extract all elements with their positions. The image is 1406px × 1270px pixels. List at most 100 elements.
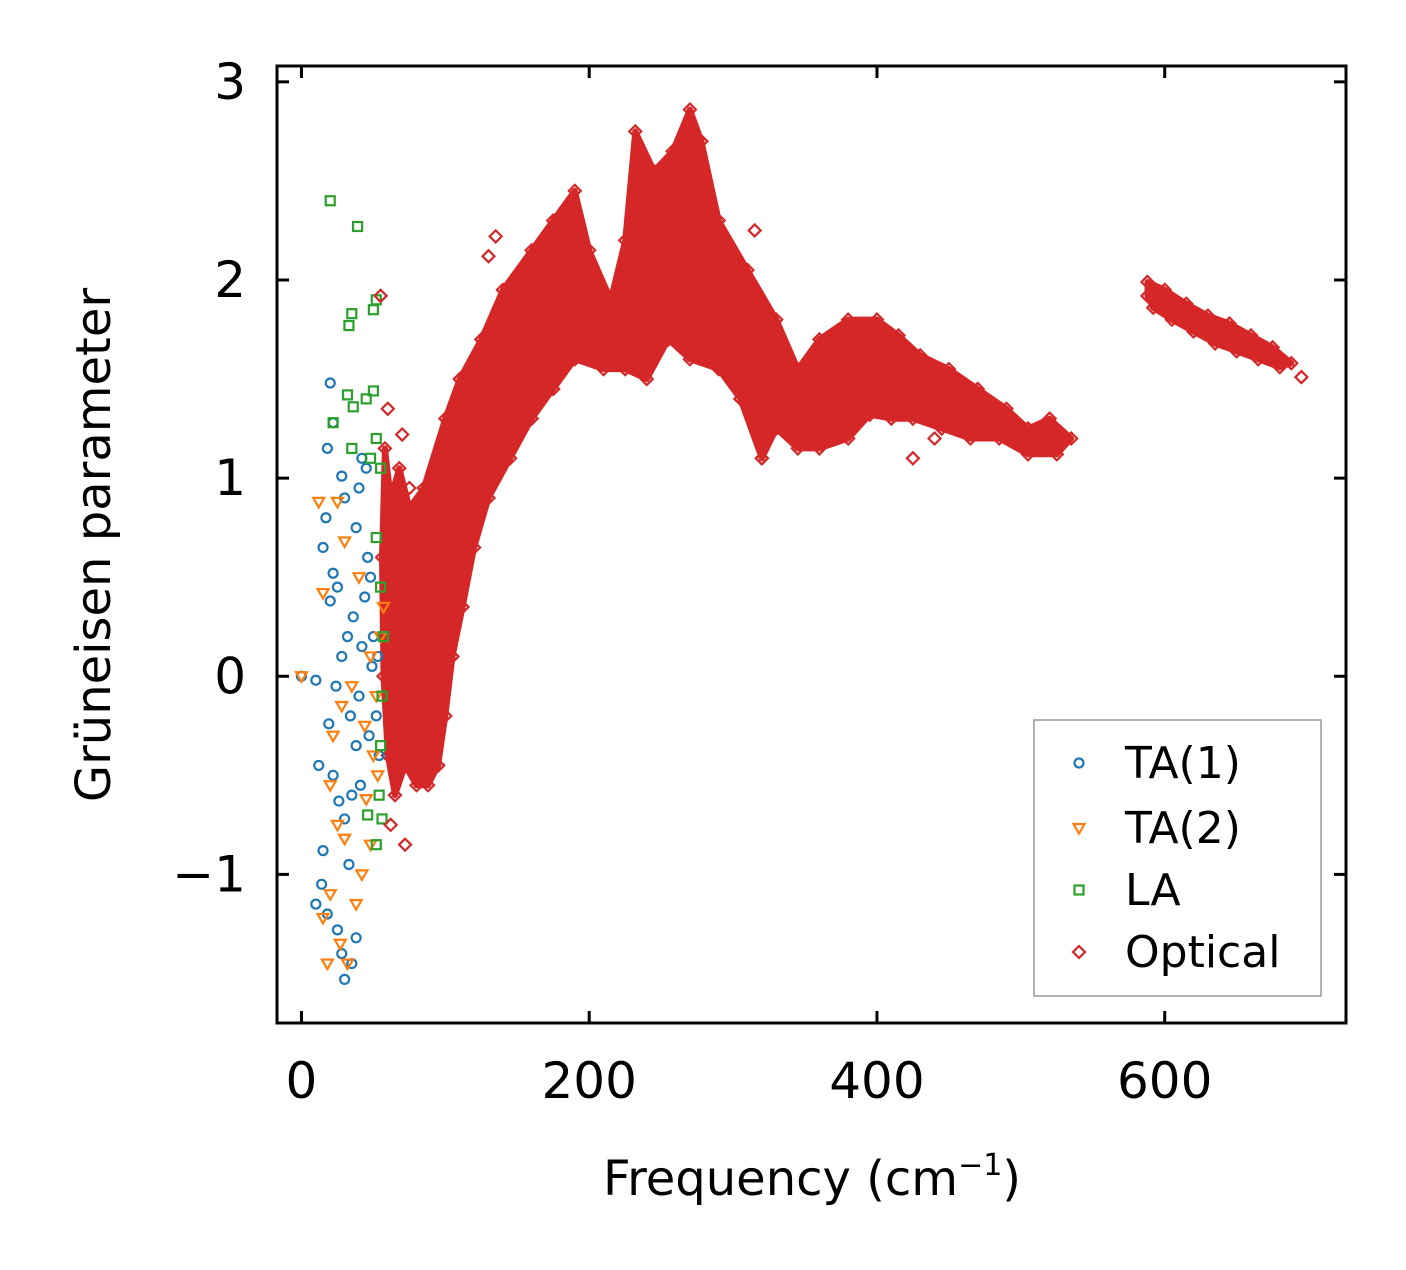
optical-point <box>905 450 921 466</box>
optical-edge-point <box>883 411 899 427</box>
legend-marker-ta2 <box>1071 822 1087 836</box>
la-point <box>327 417 339 429</box>
optical-edge-point <box>811 331 827 347</box>
ta1-point <box>327 769 339 781</box>
ta1-point <box>327 417 339 429</box>
optical-edge-point <box>1272 359 1288 375</box>
optical-point <box>1293 369 1309 385</box>
ta2-point <box>363 651 378 665</box>
ta2-point <box>358 794 374 807</box>
optical-edge-point <box>1020 421 1036 437</box>
x-tick-label: 400 <box>829 1052 924 1110</box>
ta1-point <box>350 932 362 944</box>
optical-edge-point <box>1164 312 1180 328</box>
optical-edge-point <box>1049 446 1065 462</box>
optical-edge-point <box>524 411 540 427</box>
la-point <box>367 304 379 316</box>
ta2-point <box>315 587 331 601</box>
ta2-point <box>348 899 364 912</box>
y-axis-label: Grüneisen parameter <box>66 288 122 803</box>
optical-edge-point <box>524 242 540 258</box>
x-tick-label: 600 <box>1117 1052 1212 1110</box>
y-tick-label: 3 <box>214 53 246 111</box>
optical-edge-point <box>790 361 806 377</box>
optical-edge-point <box>1283 355 1299 371</box>
optical-edge-point <box>617 361 633 377</box>
optical-edge-point <box>391 460 407 476</box>
y-tick-label: 2 <box>214 251 246 309</box>
ta1-point <box>354 779 367 791</box>
ta1-point <box>339 813 351 825</box>
optical-edge-point <box>934 421 950 437</box>
ta1-point <box>313 759 325 772</box>
y-tick-label: −1 <box>172 845 246 903</box>
x-axis-label: Frequency (cm−1) <box>603 1148 1021 1207</box>
ta1-point <box>324 595 336 607</box>
optical-edge-point <box>1207 335 1223 351</box>
optical-edge-point <box>1157 282 1173 298</box>
optical-edge-point <box>912 347 928 363</box>
tick-labels: 0 200 400 600 −1 0 1 2 3 <box>172 53 1212 1110</box>
la-point <box>370 531 382 544</box>
ta2-point <box>363 839 378 853</box>
optical-point <box>423 688 439 704</box>
ta1-point <box>336 650 348 663</box>
y-tick-label: 0 <box>214 647 246 705</box>
legend-marker-optical <box>1071 944 1087 960</box>
optical-edge-point <box>1221 316 1238 332</box>
optical-edge-point <box>466 539 482 556</box>
optical-point <box>926 430 943 447</box>
optical-edge-point <box>1243 327 1259 344</box>
optical-high-frequency-band <box>1144 279 1295 371</box>
optical-edge-point <box>768 312 784 328</box>
ta1-point <box>356 640 368 653</box>
optical-point <box>409 549 425 565</box>
optical-edge-point <box>409 777 425 793</box>
ta2-point <box>376 601 391 615</box>
optical-edge-point <box>452 371 468 387</box>
optical-edge-point <box>739 262 756 278</box>
optical-edge-point <box>1185 323 1202 340</box>
optical-edge-point <box>941 361 957 377</box>
la-point <box>374 462 387 474</box>
ta1-point <box>323 718 335 730</box>
ta1-point <box>333 795 345 807</box>
la-point <box>362 809 374 821</box>
optical-point <box>383 817 399 833</box>
optical-edge-point <box>567 183 583 199</box>
optical-point <box>488 228 504 244</box>
ta2-point <box>344 681 360 694</box>
x-tick-label: 200 <box>541 1052 636 1110</box>
ta2-point <box>368 690 384 704</box>
optical-edge-point <box>1229 343 1245 359</box>
optical-point <box>747 222 763 239</box>
optical-edge-point <box>869 312 885 328</box>
optical-edge-point <box>840 312 856 328</box>
optical-edge-point <box>420 777 436 793</box>
ta2-point <box>332 938 348 952</box>
optical-edge-point <box>383 490 399 506</box>
plot-area <box>294 102 1309 986</box>
ta1-point <box>331 924 344 936</box>
la-point <box>376 690 388 702</box>
optical-point <box>394 426 410 443</box>
ta1-point <box>317 541 329 554</box>
y-tick-label: 1 <box>214 449 246 507</box>
optical-edge-point <box>693 133 709 149</box>
legend-label-ta1: TA(1) <box>1124 738 1241 789</box>
x-tick-label: 0 <box>286 1052 318 1110</box>
la-point <box>343 319 355 332</box>
optical-edge-point <box>962 430 979 447</box>
la-point <box>373 789 385 801</box>
ta1-point <box>353 690 365 702</box>
la-point <box>364 452 377 464</box>
optical-point <box>754 450 770 466</box>
ta2-point <box>337 833 353 847</box>
optical-edge-point <box>1178 296 1194 312</box>
optical-edge-point <box>732 391 748 407</box>
optical-edge-point <box>862 407 878 423</box>
ta2-point <box>311 496 327 510</box>
la-point <box>341 389 354 401</box>
optical-edge-point <box>970 381 986 397</box>
